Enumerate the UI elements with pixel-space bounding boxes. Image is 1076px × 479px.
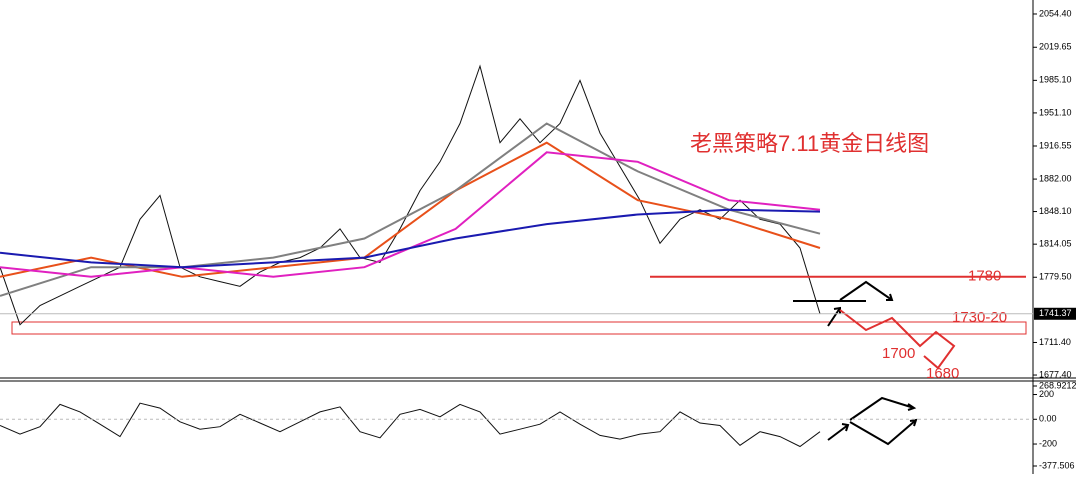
forecast-arrows (827, 280, 918, 446)
annotation: 1700 (882, 345, 915, 362)
y-tick-label: 2019.65 (1039, 42, 1072, 52)
y-tick-label: 1916.55 (1039, 140, 1072, 150)
price-tag-label: 1741.37 (1039, 308, 1072, 318)
y-tick-label: -200 (1039, 438, 1057, 448)
price-tag (1034, 307, 1076, 320)
y-tick-label: 1951.10 (1039, 107, 1072, 117)
annotation: 1730-20 (952, 309, 1007, 326)
y-tick-label: 1711.40 (1039, 337, 1071, 347)
y-tick-label: 1985.10 (1039, 75, 1072, 85)
y-tick-label: 0.00 (1039, 414, 1057, 424)
y-tick-label: 268.9212 (1039, 380, 1076, 390)
chart-title: 老黑策略7.11黄金日线图 (690, 131, 929, 156)
y-tick-label: 200 (1039, 389, 1054, 399)
price-line (0, 208, 821, 269)
price-line (0, 64, 821, 326)
forecast-arrows (839, 309, 956, 370)
y-tick-label: 1779.50 (1039, 272, 1072, 282)
y-tick-label: 2054.40 (1039, 8, 1072, 18)
annotation: 1680 (926, 365, 959, 382)
price-line (0, 402, 821, 448)
y-tick-label: 1814.05 (1039, 239, 1072, 249)
y-tick-label: 1848.10 (1039, 206, 1072, 216)
price-line (0, 122, 821, 297)
y-tick-label: 1882.00 (1039, 173, 1072, 183)
y-tick-label: -377.506 (1039, 460, 1075, 470)
level-label: 1780 (968, 268, 1001, 285)
support-zone (11, 321, 1027, 335)
y-tick-label: 1677.40 (1039, 369, 1072, 379)
